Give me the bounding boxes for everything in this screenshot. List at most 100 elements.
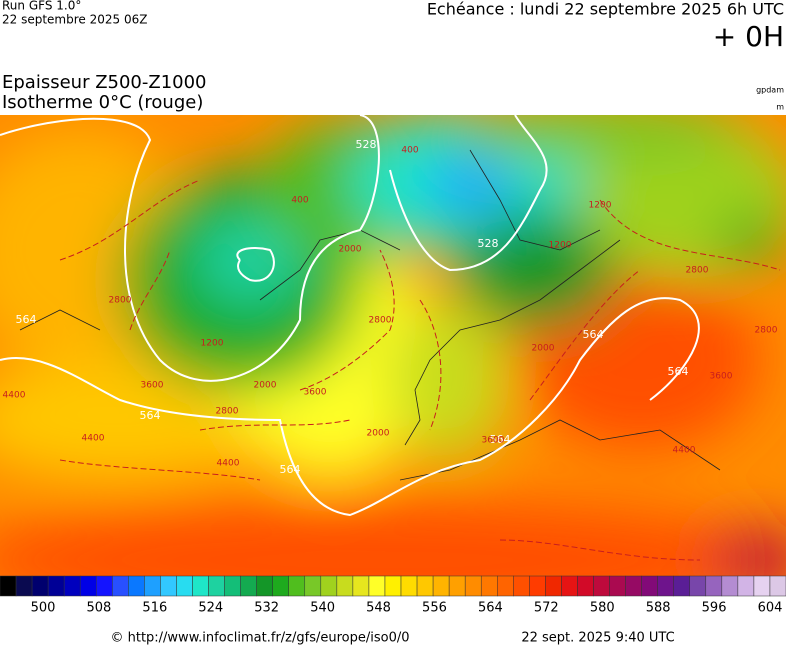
color-swatch [336,575,354,597]
isotherm-label: 2800 [686,266,709,276]
colorbar-tick-label: 572 [534,601,559,616]
unit-label: m [776,103,784,112]
colorbar-tick-label: 564 [478,601,503,616]
thickness-label: 564 [583,328,604,341]
color-swatch [737,575,755,597]
color-swatch [368,575,386,597]
isotherm-label: 2800 [216,407,239,417]
color-swatch [641,575,658,597]
colorbar-tick-label: 556 [422,601,447,616]
isotherm-label: 2800 [109,296,132,306]
isotherm-label: 3600 [304,388,327,398]
run-label: Run GFS 1.0° [2,0,81,13]
isotherm-label: 400 [291,196,308,206]
isotherm-label: 4400 [673,446,696,456]
colorbar-tick-label: 540 [310,601,335,616]
color-swatch [721,575,739,597]
color-swatch [480,575,498,597]
unit-label: gpdam [756,86,784,95]
isotherm-label: 1200 [589,201,612,211]
color-swatch [529,575,546,597]
color-swatch [208,575,225,597]
isotherm-label: 3600 [710,372,733,382]
color-swatch [448,575,466,597]
color-swatch [416,575,434,597]
color-swatch [400,575,418,597]
color-swatch [464,575,482,597]
color-swatch [545,575,562,597]
isotherm-label: 2000 [339,245,362,255]
colorbar-tick-label: 580 [590,601,615,616]
isotherm-label: 2800 [369,316,392,326]
legend-title: Epaisseur Z500-Z1000 [2,72,207,93]
color-swatch [352,575,370,597]
color-swatch [320,575,338,597]
color-swatch [0,575,17,597]
color-swatch [176,575,193,597]
color-swatch [561,575,578,597]
isotherm-label: 2800 [755,326,778,336]
isotherm-label: 1200 [549,241,572,251]
isotherm-label: 400 [401,146,418,156]
thickness-label: 564 [140,409,161,422]
colorbar: 500 508 516 524 532 540 548 556 564 572 580 588 596 6… [0,575,786,616]
thickness-label: 564 [490,433,511,446]
colorbar-tick-label: 532 [254,601,279,616]
color-swatch [224,575,241,597]
thickness-label: 528 [356,138,377,151]
color-swatch [272,575,289,597]
color-swatch [384,575,402,597]
color-swatch [112,575,129,597]
color-swatch [753,575,771,597]
color-swatch [304,575,322,597]
color-swatch [288,575,306,597]
isotherm-label: 4400 [82,434,105,444]
color-swatch [31,575,49,597]
color-swatch [497,575,514,597]
colorbar-tick-label: 596 [702,601,727,616]
colorbar-tick-label: 604 [758,601,783,616]
color-swatch [79,575,97,597]
colorbar-tick-label: 524 [198,601,223,616]
color-swatch [160,575,177,597]
color-swatch [625,575,642,597]
forecast-offset: + 0H [713,20,784,53]
color-swatch [256,575,273,597]
colorbar-tick-label: 548 [366,601,391,616]
color-swatch [769,575,786,597]
color-swatch [657,575,674,597]
isotherm-label: 2000 [367,429,390,439]
isotherm-label: 1200 [201,339,224,349]
color-swatch [128,575,145,597]
isotherm-label: 4400 [3,391,26,401]
color-swatch [689,575,707,597]
isotherm-label: 4400 [217,459,240,469]
isotherm-label: 2000 [254,381,277,391]
color-swatch [192,575,209,597]
map: 528 528 564 564 564 564 564 564 2000 2000 2000 2800… [0,115,786,576]
source-url: © http://www.infoclimat.fr/z/gfs/europe/… [110,631,409,646]
isotherm-label: 3600 [141,381,164,391]
color-swatch [513,575,530,597]
colorbar-tick-label: 588 [646,601,671,616]
thickness-label: 528 [478,237,499,250]
isotherm-label: 2000 [532,344,555,354]
color-swatch [95,575,113,597]
color-swatch [705,575,723,597]
thickness-label: 564 [668,365,689,378]
color-swatch [609,575,626,597]
color-swatch [432,575,450,597]
legend-subtitle: Isotherme 0°C (rouge) [2,92,203,113]
colorbar-tick-label: 508 [87,601,112,616]
color-swatch [63,575,81,597]
color-swatch [144,575,161,597]
color-swatch [593,575,610,597]
thickness-label: 564 [16,313,37,326]
run-date: 22 septembre 2025 06Z [2,13,147,27]
isotherm-label: 3600 [482,436,505,446]
colorbar-tick-label: 516 [142,601,167,616]
color-swatch [577,575,594,597]
color-swatch [15,575,33,597]
forecast-time: Echéance : lundi 22 septembre 2025 6h UT… [427,0,784,19]
